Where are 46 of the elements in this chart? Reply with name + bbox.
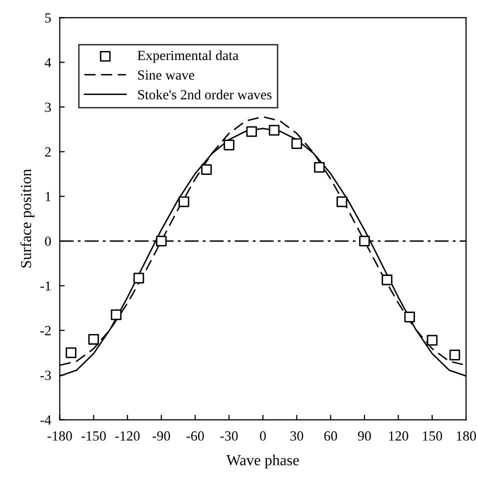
point: [88, 334, 99, 345]
y-tick-label: 2: [45, 147, 51, 157]
y-tick-label: 0: [45, 236, 51, 246]
y-tick-label: -3: [40, 370, 51, 380]
x-tick-label: 0: [260, 431, 266, 441]
point: [66, 347, 76, 358]
point: [110, 309, 122, 320]
y-tick-label: 1: [46, 192, 51, 202]
x-tick-label: -60: [186, 431, 204, 441]
x-tick-label: 30: [290, 431, 304, 441]
y-tick-label: 3: [45, 102, 51, 112]
y-tick-label: -2: [40, 326, 51, 336]
x-tick-label: -30: [220, 431, 238, 441]
point: [156, 236, 167, 246]
x-tick-label: -150: [81, 431, 106, 441]
y-tick-label: -1: [40, 281, 51, 291]
point: [449, 350, 460, 360]
point: [133, 272, 144, 284]
point: [268, 124, 280, 136]
point: [359, 236, 370, 246]
x-tick-label: -120: [115, 431, 140, 441]
point: [336, 196, 348, 208]
x-tick-label: 120: [389, 431, 408, 441]
legend-label: Experimental data: [138, 50, 238, 63]
x-axis-title: Wave phase: [226, 454, 299, 468]
point: [291, 138, 302, 149]
y-tick-label: 4: [44, 58, 52, 68]
y-tick-label: -4: [40, 415, 52, 425]
x-tick-label: 150: [422, 431, 442, 441]
point: [246, 126, 257, 137]
point: [178, 196, 190, 208]
x-tick-label: -180: [48, 431, 72, 441]
point: [426, 334, 438, 346]
point: [224, 140, 234, 150]
point: [201, 164, 212, 175]
point: [382, 274, 392, 286]
point: [314, 162, 325, 173]
x-tick-label: -90: [152, 431, 170, 441]
x-tick-label: 90: [358, 431, 371, 441]
point: [404, 312, 415, 322]
y-tick-label: 5: [45, 13, 51, 23]
x-tick-label: 60: [324, 431, 338, 441]
y-axis-title: Surface position: [20, 169, 34, 268]
x-tick-label: 180: [456, 431, 476, 441]
legend-label: Sine wave: [138, 70, 194, 80]
legend-label: Stoke's 2nd order waves: [138, 90, 272, 100]
